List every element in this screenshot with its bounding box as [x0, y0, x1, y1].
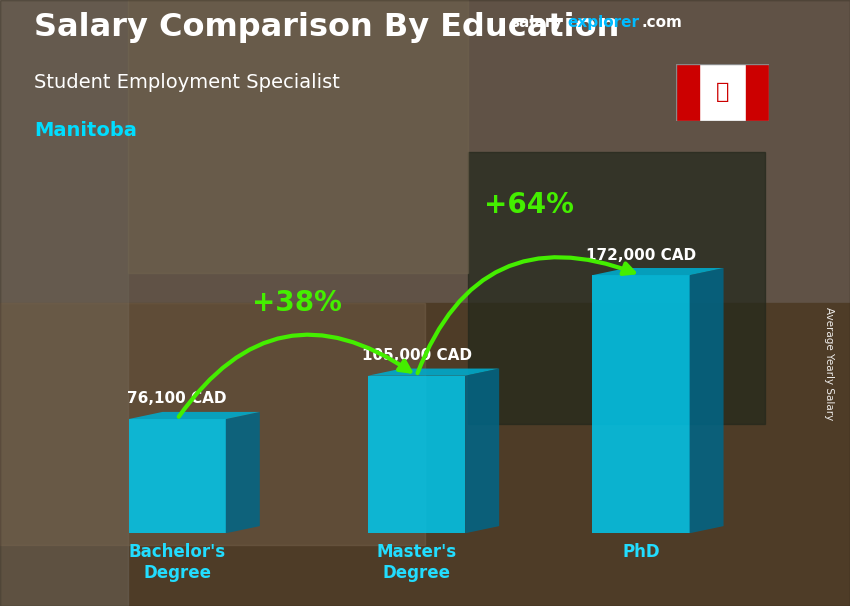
Polygon shape [465, 368, 499, 533]
Text: +64%: +64% [484, 191, 574, 219]
Polygon shape [368, 368, 499, 376]
Text: 76,100 CAD: 76,100 CAD [128, 391, 227, 407]
Text: Manitoba: Manitoba [34, 121, 137, 140]
Bar [368, 376, 465, 533]
Text: 105,000 CAD: 105,000 CAD [361, 348, 472, 363]
Bar [592, 275, 689, 533]
Bar [0, 0, 128, 606]
Text: +38%: +38% [252, 288, 342, 317]
Text: salary: salary [510, 15, 563, 30]
Text: 172,000 CAD: 172,000 CAD [586, 248, 696, 262]
Text: explorer: explorer [568, 15, 640, 30]
Text: 🍁: 🍁 [716, 82, 729, 102]
Bar [128, 419, 226, 533]
Text: Salary Comparison By Education: Salary Comparison By Education [34, 12, 620, 43]
Bar [746, 64, 769, 121]
Bar [0, 0, 850, 303]
Bar [128, 0, 468, 273]
Text: Average Yearly Salary: Average Yearly Salary [824, 307, 834, 420]
Polygon shape [689, 268, 723, 533]
Bar [676, 64, 699, 121]
Bar [0, 303, 850, 606]
Polygon shape [592, 268, 723, 275]
Bar [468, 152, 765, 424]
Bar [0, 303, 425, 545]
Polygon shape [128, 412, 260, 419]
Text: Student Employment Specialist: Student Employment Specialist [34, 73, 340, 92]
Text: .com: .com [642, 15, 683, 30]
Polygon shape [226, 412, 260, 533]
